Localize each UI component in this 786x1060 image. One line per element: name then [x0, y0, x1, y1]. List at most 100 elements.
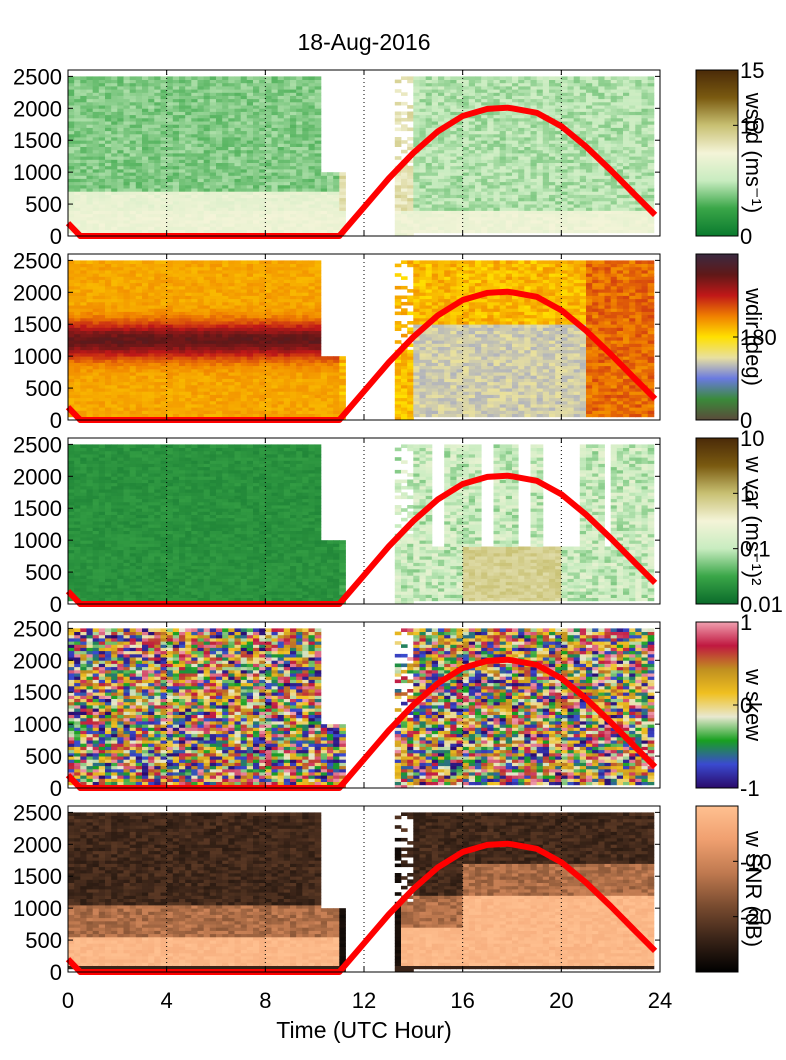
heatmap-cell: [290, 214, 297, 218]
heatmap-cell: [148, 198, 155, 202]
heatmap-cell: [117, 140, 124, 144]
heatmap-cell: [210, 108, 217, 112]
heatmap-cell: [241, 214, 248, 218]
heatmap-cell: [241, 140, 248, 144]
heatmap-cell: [278, 201, 285, 205]
heatmap-cell: [130, 204, 137, 208]
heatmap-cell: [265, 182, 272, 186]
heatmap-cell: [284, 159, 291, 163]
heatmap-cell: [185, 131, 192, 135]
heatmap-cell: [235, 102, 242, 106]
heatmap-cell: [154, 211, 161, 215]
heatmap-cell: [272, 204, 279, 208]
heatmap-cell: [216, 188, 223, 192]
heatmap-cell: [148, 121, 155, 125]
heatmap-cell: [235, 188, 242, 192]
heatmap-cell: [68, 102, 75, 106]
heatmap-cell: [272, 112, 279, 116]
heatmap-cell: [173, 83, 180, 87]
heatmap-cell: [130, 188, 137, 192]
heatmap-cell: [142, 150, 149, 154]
heatmap-cell: [265, 140, 272, 144]
heatmap-cell: [198, 128, 205, 132]
heatmap-cell: [93, 128, 100, 132]
heatmap-cell: [228, 112, 235, 116]
heatmap-cell: [198, 198, 205, 202]
heatmap-cell: [185, 159, 192, 163]
heatmap-cell: [259, 179, 266, 183]
heatmap-cell: [253, 185, 260, 189]
heatmap-cell: [167, 188, 174, 192]
heatmap-cell: [259, 140, 266, 144]
heatmap-cell: [111, 128, 118, 132]
heatmap-cell: [290, 179, 297, 183]
heatmap-cell: [191, 207, 198, 211]
heatmap-cell: [148, 182, 155, 186]
heatmap-cell: [161, 156, 168, 160]
heatmap-cell: [222, 201, 229, 205]
heatmap-cell: [117, 76, 124, 80]
heatmap-cell: [161, 131, 168, 135]
heatmap-cell: [198, 188, 205, 192]
heatmap-cell: [87, 223, 94, 227]
heatmap-cell: [210, 188, 217, 192]
heatmap-cell: [228, 195, 235, 199]
heatmap-cell: [124, 191, 131, 195]
heatmap-cell: [198, 207, 205, 211]
heatmap-cell: [210, 150, 217, 154]
heatmap-cell: [136, 185, 143, 189]
heatmap-cell: [167, 121, 174, 125]
heatmap-cell: [265, 195, 272, 199]
heatmap-cell: [253, 99, 260, 103]
heatmap-cell: [296, 217, 303, 221]
heatmap-cell: [154, 204, 161, 208]
heatmap-cell: [265, 166, 272, 170]
heatmap-cell: [136, 220, 143, 224]
heatmap-cell: [222, 175, 229, 179]
heatmap-cell: [241, 166, 248, 170]
heatmap-cell: [87, 182, 94, 186]
heatmap-cell: [74, 108, 81, 112]
heatmap-cell: [253, 150, 260, 154]
heatmap-cell: [235, 166, 242, 170]
heatmap-cell: [302, 214, 309, 218]
heatmap-cell: [167, 112, 174, 116]
heatmap-cell: [130, 195, 137, 199]
heatmap-cell: [278, 80, 285, 84]
heatmap-cell: [105, 92, 112, 96]
heatmap-cell: [216, 134, 223, 138]
heatmap-cell: [87, 124, 94, 128]
heatmap-cell: [124, 99, 131, 103]
heatmap-cell: [161, 185, 168, 189]
heatmap-cell: [216, 124, 223, 128]
heatmap-cell: [179, 207, 186, 211]
heatmap-cell: [68, 179, 75, 183]
heatmap-cell: [117, 182, 124, 186]
heatmap-cell: [130, 80, 137, 84]
heatmap-cell: [284, 175, 291, 179]
heatmap-cell: [222, 230, 229, 234]
heatmap-cell: [278, 83, 285, 87]
heatmap-cell: [130, 131, 137, 135]
heatmap-cell: [284, 131, 291, 135]
heatmap-cell: [198, 92, 205, 96]
heatmap-cell: [228, 211, 235, 215]
heatmap-cell: [296, 188, 303, 192]
heatmap-cell: [93, 166, 100, 170]
heatmap-cell: [74, 80, 81, 84]
heatmap-cell: [173, 163, 180, 167]
heatmap-cell: [142, 188, 149, 192]
heatmap-cell: [247, 153, 254, 157]
heatmap-cell: [68, 118, 75, 122]
heatmap-cell: [222, 166, 229, 170]
heatmap-cell: [198, 195, 205, 199]
heatmap-cell: [154, 147, 161, 151]
heatmap-cell: [167, 150, 174, 154]
heatmap-cell: [68, 191, 75, 195]
heatmap-cell: [117, 137, 124, 141]
heatmap-cell: [179, 99, 186, 103]
heatmap-cell: [117, 220, 124, 224]
heatmap-cell: [148, 115, 155, 119]
heatmap-cell: [216, 153, 223, 157]
heatmap-cell: [247, 159, 254, 163]
